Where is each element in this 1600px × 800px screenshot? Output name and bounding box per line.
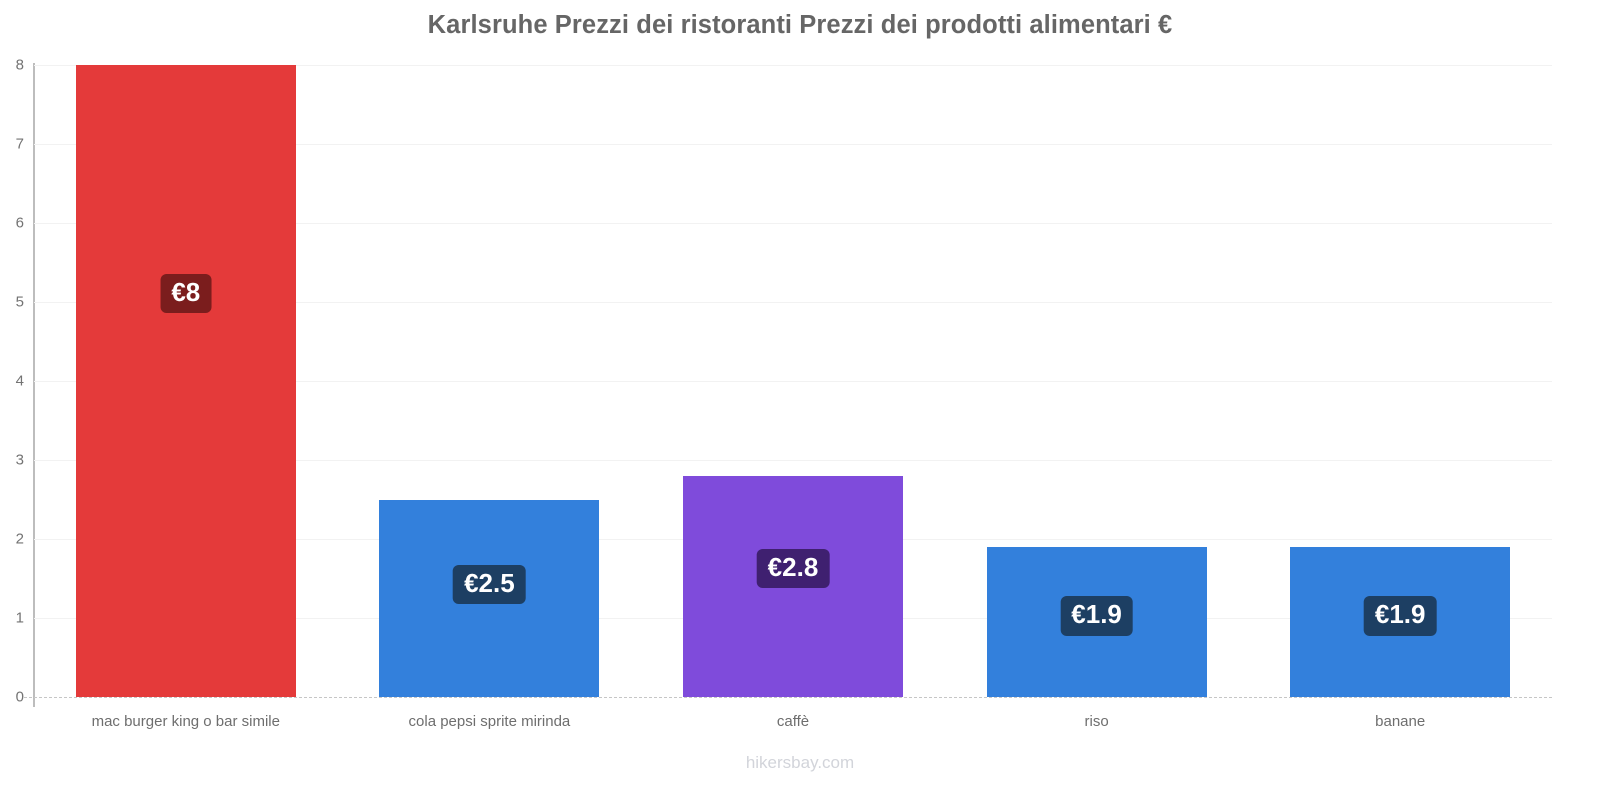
- attribution-footer: hikersbay.com: [745, 753, 855, 772]
- gridline: [34, 302, 1552, 303]
- bar[interactable]: €8: [75, 65, 296, 697]
- bar-group: €2.8: [641, 65, 945, 697]
- bar[interactable]: €1.9: [1290, 546, 1511, 697]
- bar-group: €1.9: [1248, 65, 1552, 697]
- gridline: [34, 381, 1552, 382]
- y-axis-tick-label: 8: [15, 56, 24, 74]
- chart-title: Karlsruhe Prezzi dei ristoranti Prezzi d…: [427, 11, 1173, 39]
- y-axis-tick-label: 4: [15, 372, 24, 390]
- y-axis-line: [33, 63, 35, 707]
- bar-value-label: €8: [160, 273, 212, 313]
- gridline: [34, 223, 1552, 224]
- y-axis-tick-label: 0: [15, 688, 24, 706]
- y-axis-tick-label: 6: [15, 214, 24, 232]
- x-axis-tick-label: caffè: [776, 713, 810, 730]
- y-axis-tick-label: 3: [15, 451, 24, 469]
- y-axis-tick-label: 2: [15, 530, 24, 548]
- gridline: [34, 460, 1552, 461]
- bar-value-label: €1.9: [1060, 596, 1133, 636]
- y-axis-tick-label: 5: [15, 293, 24, 311]
- bar-value-label: €2.8: [756, 548, 830, 588]
- bar-group: €2.5: [338, 65, 642, 697]
- y-axis-tick-label: 1: [15, 609, 24, 627]
- bar-value-label: €2.5: [453, 564, 526, 604]
- x-axis-tick-label: riso: [1084, 713, 1109, 730]
- bar-group: €1.9: [945, 65, 1249, 697]
- bar[interactable]: €2.5: [379, 499, 600, 697]
- x-axis-tick-label: cola pepsi sprite mirinda: [408, 713, 571, 730]
- gridline: [34, 65, 1552, 66]
- bar-group: €8: [34, 65, 338, 697]
- gridline: [34, 144, 1552, 145]
- bar-value-label: €1.9: [1363, 596, 1437, 636]
- x-axis-tick-label: mac burger king o bar simile: [91, 713, 280, 730]
- bar[interactable]: €1.9: [986, 546, 1207, 697]
- bar[interactable]: €2.8: [682, 475, 903, 697]
- plot-area: €8 €2.5 €2.8 €1.9 €1.9: [34, 65, 1552, 697]
- x-axis-tick-label: banane: [1375, 713, 1426, 730]
- x-axis-line: [24, 697, 1552, 699]
- y-axis-tick-label: 7: [15, 135, 24, 153]
